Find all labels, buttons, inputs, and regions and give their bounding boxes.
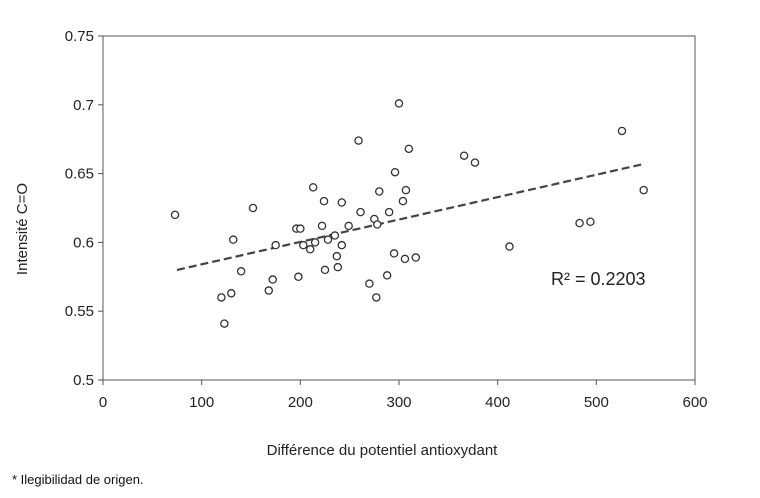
data-point	[401, 185, 411, 195]
data-point	[586, 217, 595, 227]
plot-frame	[102, 35, 696, 381]
r-squared-annotation: R² = 0.2203	[551, 269, 646, 289]
data-point	[404, 144, 414, 154]
data-point	[394, 99, 404, 108]
data-point	[382, 271, 392, 280]
data-point	[389, 249, 399, 258]
data-point	[575, 218, 584, 228]
data-point	[220, 319, 229, 328]
data-point	[305, 245, 315, 254]
data-point	[344, 221, 353, 231]
data-point	[268, 275, 277, 284]
data-point	[217, 293, 226, 302]
data-point	[354, 136, 363, 145]
data-point	[330, 231, 340, 240]
y-tick-label: 0.65	[65, 166, 94, 183]
data-point	[356, 207, 365, 217]
data-point	[299, 240, 308, 250]
x-tick-label: 0	[99, 394, 107, 411]
x-tick-label: 100	[189, 394, 214, 411]
y-tick-label: 0.75	[65, 28, 94, 45]
data-point	[365, 279, 374, 288]
data-point	[639, 185, 648, 195]
data-point	[332, 251, 342, 261]
data-point	[296, 224, 305, 233]
y-axis-label: Intensité C=O	[14, 183, 31, 275]
data-point	[390, 167, 400, 177]
y-tick-label: 0.5	[73, 372, 94, 389]
data-point	[333, 262, 343, 272]
x-axis-label: Différence du potentiel antioxydant	[267, 442, 499, 459]
x-tick-label: 600	[682, 394, 707, 411]
data-point	[271, 240, 280, 250]
data-point	[320, 265, 330, 275]
data-point	[505, 242, 514, 251]
data-point	[398, 196, 408, 206]
data-point	[317, 221, 327, 231]
data-point	[323, 235, 333, 244]
x-tick-label: 200	[288, 394, 313, 411]
data-point	[308, 183, 318, 192]
data-point	[228, 235, 238, 244]
data-point	[310, 238, 320, 247]
data-point	[248, 203, 258, 213]
data-point	[617, 126, 627, 136]
data-point	[170, 210, 180, 220]
y-axis: 0.5 0.55 0.6 0.65 0.7 0.75	[65, 28, 103, 389]
y-tick-label: 0.55	[65, 303, 94, 320]
y-tick-label: 0.7	[73, 97, 94, 114]
x-axis: 0 100 200 300 400 500 600	[99, 380, 708, 411]
data-point	[294, 272, 303, 282]
data-point	[236, 267, 246, 276]
data-points	[170, 99, 648, 328]
footnote: * Ilegibilidad de origen.	[12, 472, 144, 487]
x-tick-label: 300	[386, 394, 411, 411]
data-point	[459, 151, 469, 160]
data-point	[384, 207, 394, 217]
y-tick-label: 0.6	[73, 234, 94, 251]
trendline	[176, 162, 644, 271]
data-point	[264, 286, 274, 295]
data-point	[373, 220, 382, 229]
x-tick-label: 500	[584, 394, 609, 411]
data-point	[227, 289, 236, 298]
data-point	[375, 187, 384, 196]
data-point	[470, 158, 480, 167]
data-point	[337, 198, 347, 207]
data-point	[372, 293, 381, 302]
data-point	[337, 240, 347, 250]
chart: 0.5 0.55 0.6 0.65 0.7 0.75 0 100 200 300 400 500 60…	[14, 28, 708, 459]
data-point	[319, 196, 329, 206]
data-point	[400, 254, 410, 264]
data-point	[411, 253, 421, 262]
x-tick-label: 400	[485, 394, 510, 411]
